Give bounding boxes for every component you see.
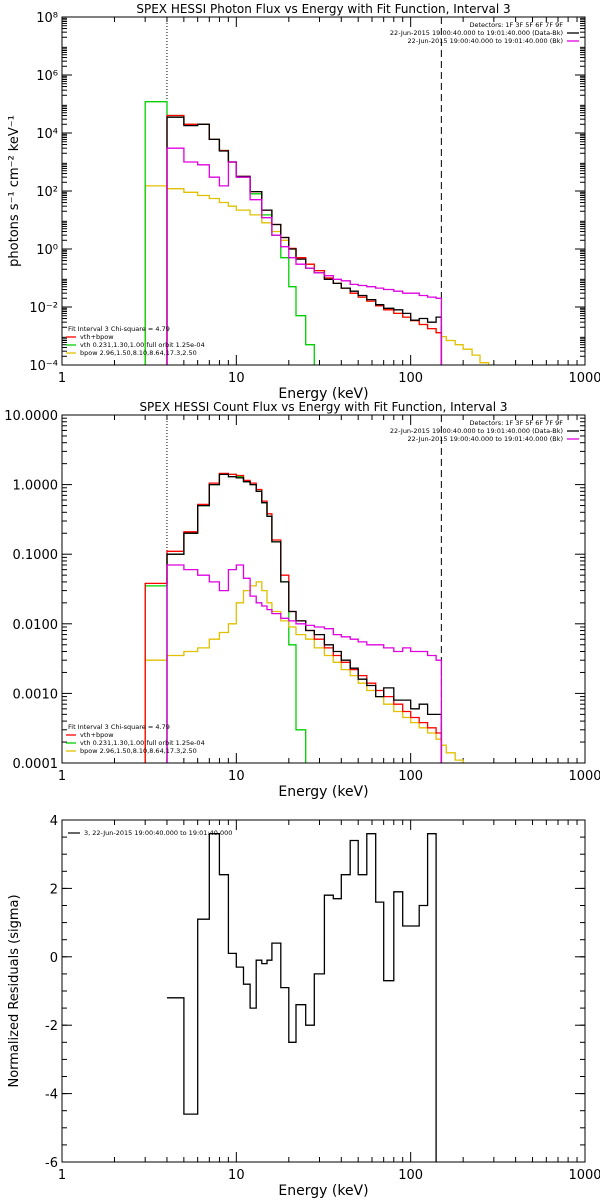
chart-photon: SPEX HESSI Photon Flux vs Energy with Fi… (7, 2, 600, 402)
y-tick-label: 10⁰ (36, 243, 58, 258)
legend-left-text: bpow 2.96,1.50,8.10,8.64,17.3,2.50 (80, 747, 197, 755)
y-tick-label: -4 (45, 1088, 58, 1103)
series-total-line (167, 833, 437, 1162)
x-tick-label: 1 (58, 769, 66, 784)
chart-resid: 1 10 100 1000 Energy (keV) -6 -4 -2 0 2 4 Normalize… (7, 814, 600, 1199)
x-tick-label: 100 (398, 371, 423, 386)
x-axis-label: Energy (keV) (278, 1183, 368, 1199)
legend-left-text: Fit Interval 3 Chi-square = 4.79 (68, 723, 170, 731)
legend-right-text: 22-Jun-2015 19:00:40.000 to 19:01:40.000… (390, 427, 563, 435)
x-tick-label: 1000 (568, 371, 600, 386)
x-tick-label: 10 (228, 371, 245, 386)
y-tick-label: 4 (50, 814, 58, 829)
legend-left-text: vth 0.231,1.30,1.00 full orbit 1.25e-04 (80, 341, 205, 349)
legend-right-text: 22-Jun-2015 19:00:40.000 to 19:01:40.000… (390, 29, 563, 37)
series-group (144, 472, 464, 763)
y-tick-label: 0.0010 (13, 687, 59, 702)
y-tick-label: 10.0000 (4, 409, 58, 424)
y-tick-label: 10² (36, 185, 58, 200)
legend-right-text: 22-Jun-2015 19:00:40.000 to 19:01:40.000… (408, 435, 563, 443)
chart-count: SPEX HESSI Count Flux vs Energy with Fit… (4, 400, 600, 800)
y-tick-label: -2 (45, 1019, 58, 1034)
x-tick-label: 100 (398, 769, 423, 784)
series-background-line (166, 564, 443, 763)
x-axis-label: Energy (keV) (278, 784, 368, 800)
legend-right-text: 22-Jun-2015 19:00:40.000 to 19:01:40.000… (408, 37, 563, 45)
series-group (167, 833, 437, 1162)
plot-frame (61, 16, 586, 366)
y-tick-label: 10⁸ (36, 11, 58, 26)
y-axis-label: photons s⁻¹ cm⁻² keV⁻¹ (7, 115, 22, 267)
x-tick-label: 100 (398, 1168, 423, 1183)
y-tick-label: 10⁻⁴ (29, 359, 58, 374)
chart-title: SPEX HESSI Count Flux vs Energy with Fit… (139, 400, 507, 414)
chart-title: SPEX HESSI Photon Flux vs Energy with Fi… (136, 2, 510, 16)
plot-frame (61, 414, 586, 764)
series-total-line (166, 473, 443, 763)
x-tick-label: 1 (58, 371, 66, 386)
y-tick-label: 10⁶ (36, 69, 58, 84)
y-tick-label: 1.0000 (13, 479, 59, 494)
y-tick-label: 0.0001 (13, 757, 59, 772)
legend-left-text: vth+bpow (80, 333, 114, 341)
y-tick-label: 0 (50, 951, 58, 966)
x-tick-label: 1 (58, 1168, 66, 1183)
x-tick-label: 1000 (568, 1168, 600, 1183)
series-background-line (166, 147, 443, 365)
y-tick-label: 2 (50, 882, 58, 897)
y-tick-label: 10⁻² (29, 301, 58, 316)
y-axis (62, 16, 585, 366)
y-tick-label: 0.1000 (13, 548, 59, 563)
y-axis-label: Normalized Residuals (sigma) (7, 894, 22, 1087)
legend-left-text: vth 0.231,1.30,1.00 full orbit 1.25e-04 (80, 739, 205, 747)
legend-top-text: 3, 22-Jun-2015 19:00:40.000 to 19:01:40.… (84, 829, 232, 837)
y-tick-label: 10⁴ (36, 127, 58, 142)
series-group (144, 101, 490, 365)
x-tick-label: 1000 (568, 769, 600, 784)
legend-left-text: Fit Interval 3 Chi-square = 4.79 (68, 325, 170, 333)
legend-right-text: Detectors: 1F 3F 5F 6F 7F 9F (469, 419, 563, 427)
x-axis-label: Energy (keV) (278, 386, 368, 402)
legend-left-text: bpow 2.96,1.50,8.10,8.64,17.3,2.50 (80, 349, 197, 357)
y-tick-label: -6 (45, 1156, 58, 1171)
x-tick-label: 10 (228, 1168, 245, 1183)
legend-right-text: Detectors: 1F 3F 5F 6F 7F 9F (469, 21, 563, 29)
y-axis (62, 414, 585, 764)
legend-left-text: vth+bpow (80, 731, 114, 739)
plot-frame (61, 819, 586, 1163)
y-tick-label: 0.0100 (13, 618, 59, 633)
x-tick-label: 10 (228, 769, 245, 784)
series-bpow-line (144, 581, 464, 763)
